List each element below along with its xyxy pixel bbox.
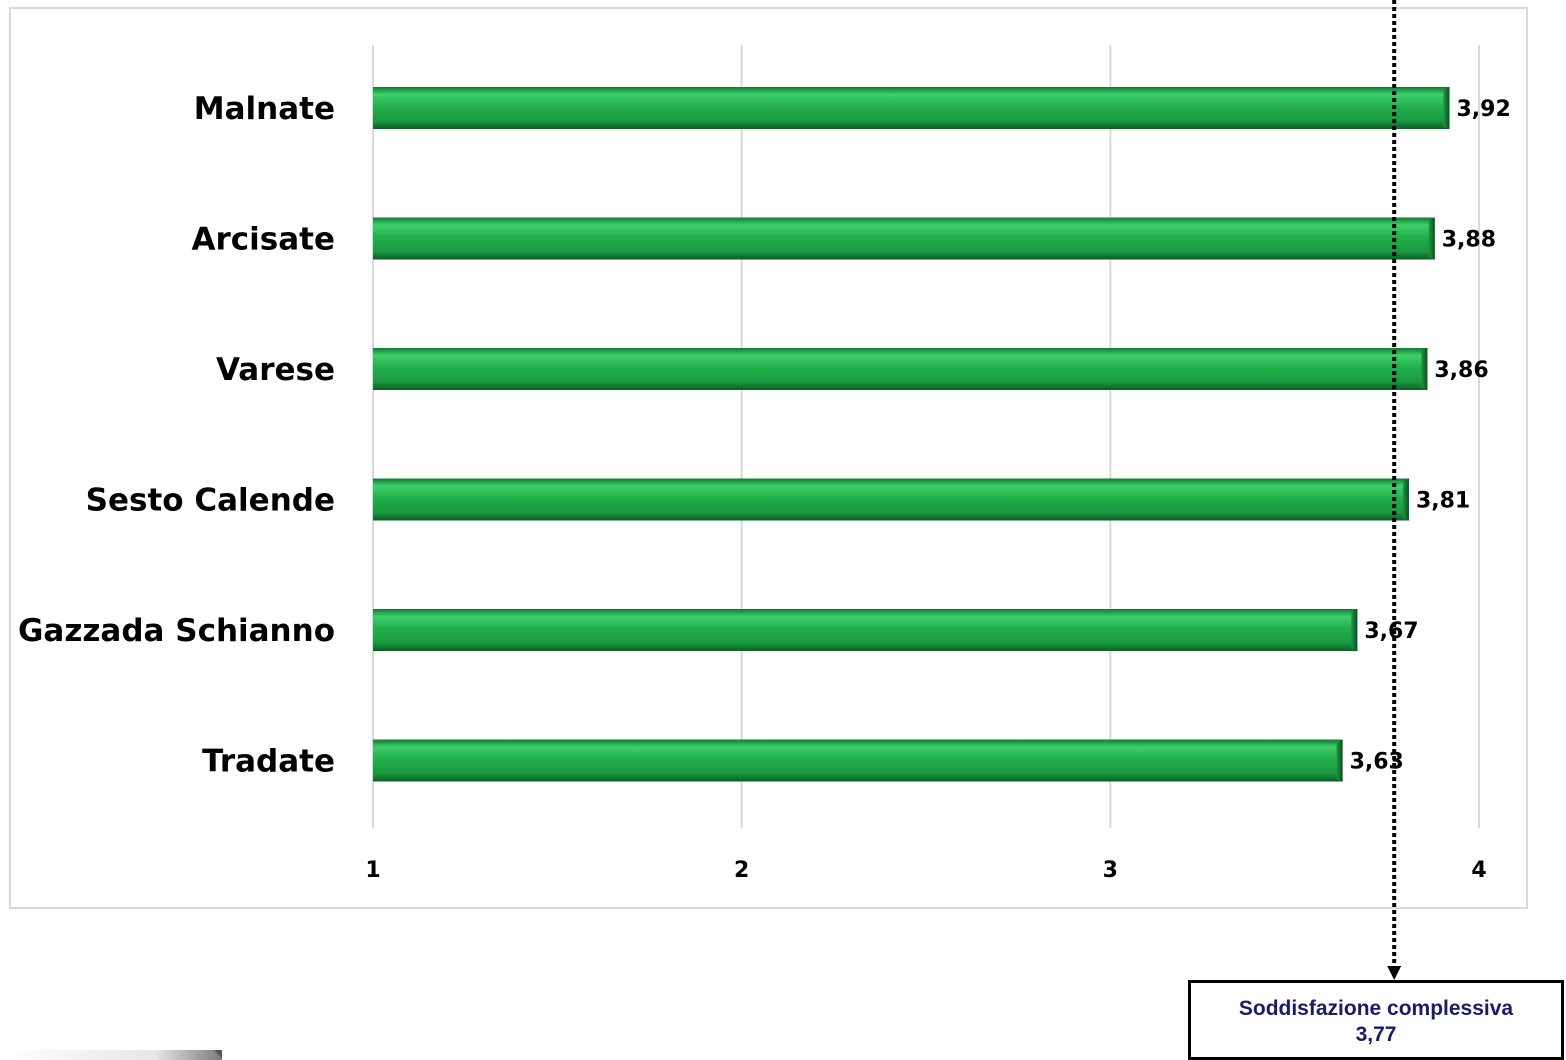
data-label: 3,92 [1457,97,1511,122]
category-label: Tradate [202,744,335,780]
bar [373,478,1409,521]
data-label: 3,81 [1416,489,1470,514]
category-label: Gazzada Schianno [18,613,335,649]
category-label: Malnate [194,91,335,127]
reference-arrowhead [1387,966,1402,980]
data-label: 3,86 [1434,358,1488,383]
x-tick-label: 3 [1103,858,1118,883]
bar-end-cap [1351,609,1358,651]
bar [373,217,1435,260]
x-tick-label: 1 [365,858,380,883]
category-label: Varese [216,352,335,388]
overall-satisfaction-value: 3,77 [1355,1023,1397,1046]
bar-end-cap [1402,478,1409,521]
category-label: Sesto Calende [86,483,335,519]
category-label: Arcisate [192,222,336,258]
bar [373,87,1450,129]
x-tick-label: 4 [1471,858,1486,883]
bar-end-cap [1443,87,1450,129]
overall-satisfaction-box: Soddisfazione complessiva 3,77 [1188,980,1564,1060]
bar [373,739,1343,782]
x-tick-label: 2 [734,858,749,883]
bar-end-cap [1336,739,1343,782]
bar-end-cap [1428,217,1435,260]
bar [373,348,1428,390]
corner-decoration [0,1050,222,1060]
overall-satisfaction-label: Soddisfazione complessiva [1238,997,1514,1020]
bar [373,609,1358,651]
bar-end-cap [1421,348,1428,390]
data-label: 3,67 [1364,619,1418,644]
data-label: 3,88 [1442,228,1496,253]
